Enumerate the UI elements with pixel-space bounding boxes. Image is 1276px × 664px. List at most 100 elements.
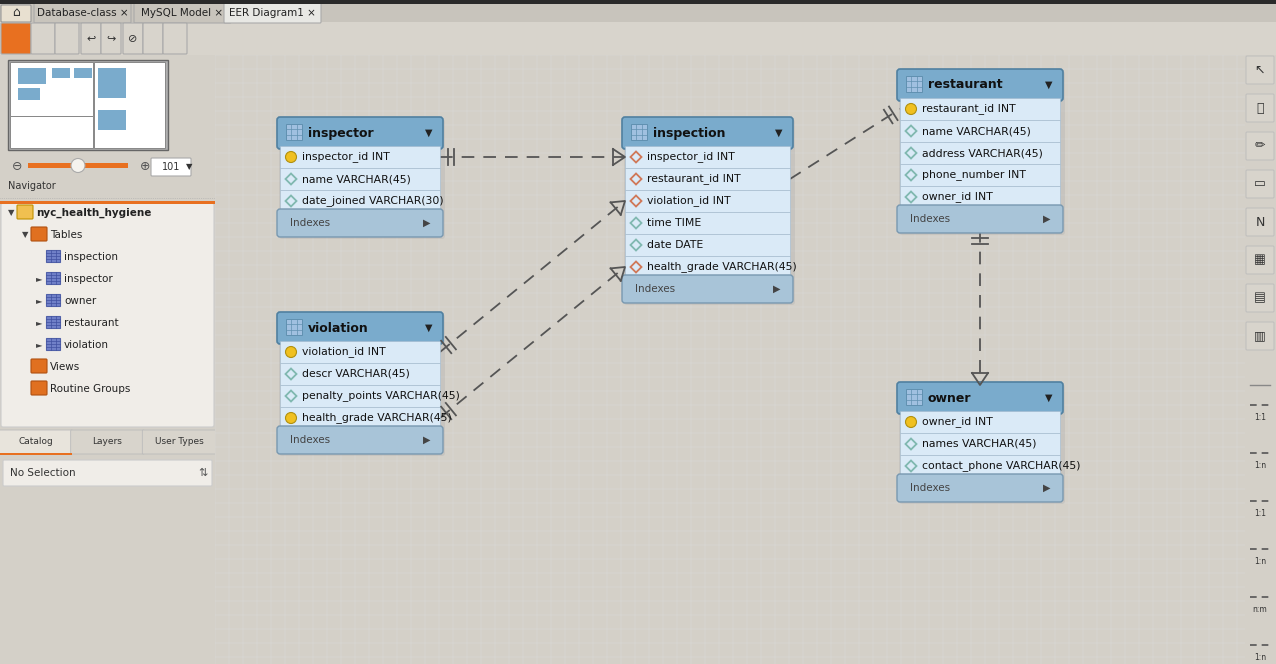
FancyBboxPatch shape bbox=[897, 474, 1063, 502]
Text: ▼: ▼ bbox=[8, 208, 14, 218]
Bar bbox=[279, 146, 440, 168]
Text: nyc_health_hygiene: nyc_health_hygiene bbox=[36, 208, 152, 218]
Text: No Selection: No Selection bbox=[10, 468, 75, 478]
Text: owner: owner bbox=[928, 392, 971, 404]
Text: health_grade VARCHAR(45): health_grade VARCHAR(45) bbox=[302, 412, 452, 424]
Text: owner: owner bbox=[64, 296, 96, 306]
Text: Navigator: Navigator bbox=[8, 181, 56, 191]
Text: ▶: ▶ bbox=[772, 284, 780, 294]
FancyBboxPatch shape bbox=[1245, 208, 1273, 236]
Circle shape bbox=[286, 412, 296, 424]
Text: ▼: ▼ bbox=[186, 163, 193, 171]
FancyBboxPatch shape bbox=[55, 23, 79, 54]
Bar bbox=[0, 453, 71, 455]
Text: ↪: ↪ bbox=[106, 33, 116, 44]
Circle shape bbox=[906, 104, 916, 114]
FancyBboxPatch shape bbox=[897, 382, 1063, 414]
Text: Views: Views bbox=[50, 362, 80, 372]
FancyBboxPatch shape bbox=[134, 3, 231, 23]
FancyBboxPatch shape bbox=[1245, 284, 1273, 312]
Text: ▼: ▼ bbox=[1045, 393, 1051, 403]
Text: ⌂: ⌂ bbox=[11, 7, 20, 19]
Text: Indexes: Indexes bbox=[910, 214, 951, 224]
Text: User Types: User Types bbox=[154, 438, 204, 446]
FancyBboxPatch shape bbox=[31, 23, 55, 54]
FancyBboxPatch shape bbox=[122, 23, 143, 54]
Bar bbox=[0, 201, 214, 204]
Text: ⊖: ⊖ bbox=[11, 159, 23, 173]
Text: ↖: ↖ bbox=[1254, 64, 1266, 76]
Text: ▼: ▼ bbox=[775, 128, 782, 138]
FancyBboxPatch shape bbox=[277, 426, 443, 454]
FancyBboxPatch shape bbox=[900, 71, 1065, 235]
Text: health_grade VARCHAR(45): health_grade VARCHAR(45) bbox=[647, 262, 796, 272]
Text: inspection: inspection bbox=[64, 252, 117, 262]
Text: restaurant_id INT: restaurant_id INT bbox=[647, 173, 740, 185]
Text: ▼: ▼ bbox=[425, 128, 433, 138]
Text: name VARCHAR(45): name VARCHAR(45) bbox=[923, 126, 1031, 136]
Text: inspector: inspector bbox=[64, 274, 112, 284]
Text: ▶: ▶ bbox=[422, 218, 430, 228]
Text: ▥: ▥ bbox=[1254, 329, 1266, 343]
Text: ▶: ▶ bbox=[422, 435, 430, 445]
Bar bbox=[28, 163, 128, 168]
Text: descr VARCHAR(45): descr VARCHAR(45) bbox=[302, 369, 410, 379]
Bar bbox=[625, 168, 790, 190]
Bar bbox=[900, 186, 1060, 208]
Text: 1:1: 1:1 bbox=[1254, 509, 1266, 517]
Text: Indexes: Indexes bbox=[910, 483, 951, 493]
Bar bbox=[279, 168, 440, 190]
Bar bbox=[900, 98, 1060, 120]
Text: 1:n: 1:n bbox=[1254, 653, 1266, 661]
Text: Indexes: Indexes bbox=[290, 218, 330, 228]
FancyBboxPatch shape bbox=[897, 205, 1063, 233]
FancyBboxPatch shape bbox=[277, 209, 443, 237]
FancyBboxPatch shape bbox=[277, 312, 443, 344]
FancyBboxPatch shape bbox=[621, 275, 792, 303]
FancyBboxPatch shape bbox=[1245, 56, 1273, 84]
Text: Tables: Tables bbox=[50, 230, 83, 240]
FancyBboxPatch shape bbox=[1245, 94, 1273, 122]
Text: ⊕: ⊕ bbox=[140, 159, 151, 173]
Text: Routine Groups: Routine Groups bbox=[50, 384, 130, 394]
Text: ✋: ✋ bbox=[1257, 102, 1263, 114]
FancyBboxPatch shape bbox=[80, 23, 101, 54]
Text: penalty_points VARCHAR(45): penalty_points VARCHAR(45) bbox=[302, 390, 459, 402]
Bar bbox=[625, 256, 790, 278]
FancyBboxPatch shape bbox=[1, 23, 31, 54]
FancyBboxPatch shape bbox=[1245, 170, 1273, 198]
Text: ►: ► bbox=[36, 274, 42, 284]
Circle shape bbox=[906, 416, 916, 428]
Bar bbox=[900, 455, 1060, 477]
Text: date_joined VARCHAR(30): date_joined VARCHAR(30) bbox=[302, 195, 444, 207]
FancyBboxPatch shape bbox=[143, 23, 163, 54]
FancyBboxPatch shape bbox=[0, 430, 73, 454]
FancyBboxPatch shape bbox=[31, 381, 47, 395]
Text: inspection: inspection bbox=[653, 127, 726, 139]
Text: ⇅: ⇅ bbox=[198, 468, 208, 478]
Bar bbox=[94, 62, 165, 148]
Text: ▤: ▤ bbox=[1254, 291, 1266, 305]
Bar bbox=[900, 433, 1060, 455]
Bar bbox=[10, 62, 93, 116]
Bar bbox=[286, 319, 302, 335]
Bar bbox=[632, 124, 647, 140]
FancyBboxPatch shape bbox=[101, 23, 121, 54]
FancyBboxPatch shape bbox=[151, 158, 191, 176]
FancyBboxPatch shape bbox=[279, 119, 445, 239]
Bar bbox=[900, 411, 1060, 433]
Bar bbox=[625, 146, 790, 168]
Text: name VARCHAR(45): name VARCHAR(45) bbox=[302, 174, 411, 184]
Bar bbox=[279, 190, 440, 212]
Bar bbox=[74, 68, 92, 78]
Text: owner_id INT: owner_id INT bbox=[923, 416, 993, 428]
Text: ►: ► bbox=[36, 341, 42, 349]
Bar bbox=[98, 110, 126, 130]
FancyBboxPatch shape bbox=[621, 117, 792, 149]
Bar bbox=[625, 212, 790, 234]
Text: 1:n: 1:n bbox=[1254, 461, 1266, 469]
Text: ✏: ✏ bbox=[1254, 139, 1266, 153]
Bar bbox=[279, 363, 440, 385]
Text: n:m: n:m bbox=[1253, 604, 1267, 614]
Text: inspector_id INT: inspector_id INT bbox=[302, 151, 389, 163]
